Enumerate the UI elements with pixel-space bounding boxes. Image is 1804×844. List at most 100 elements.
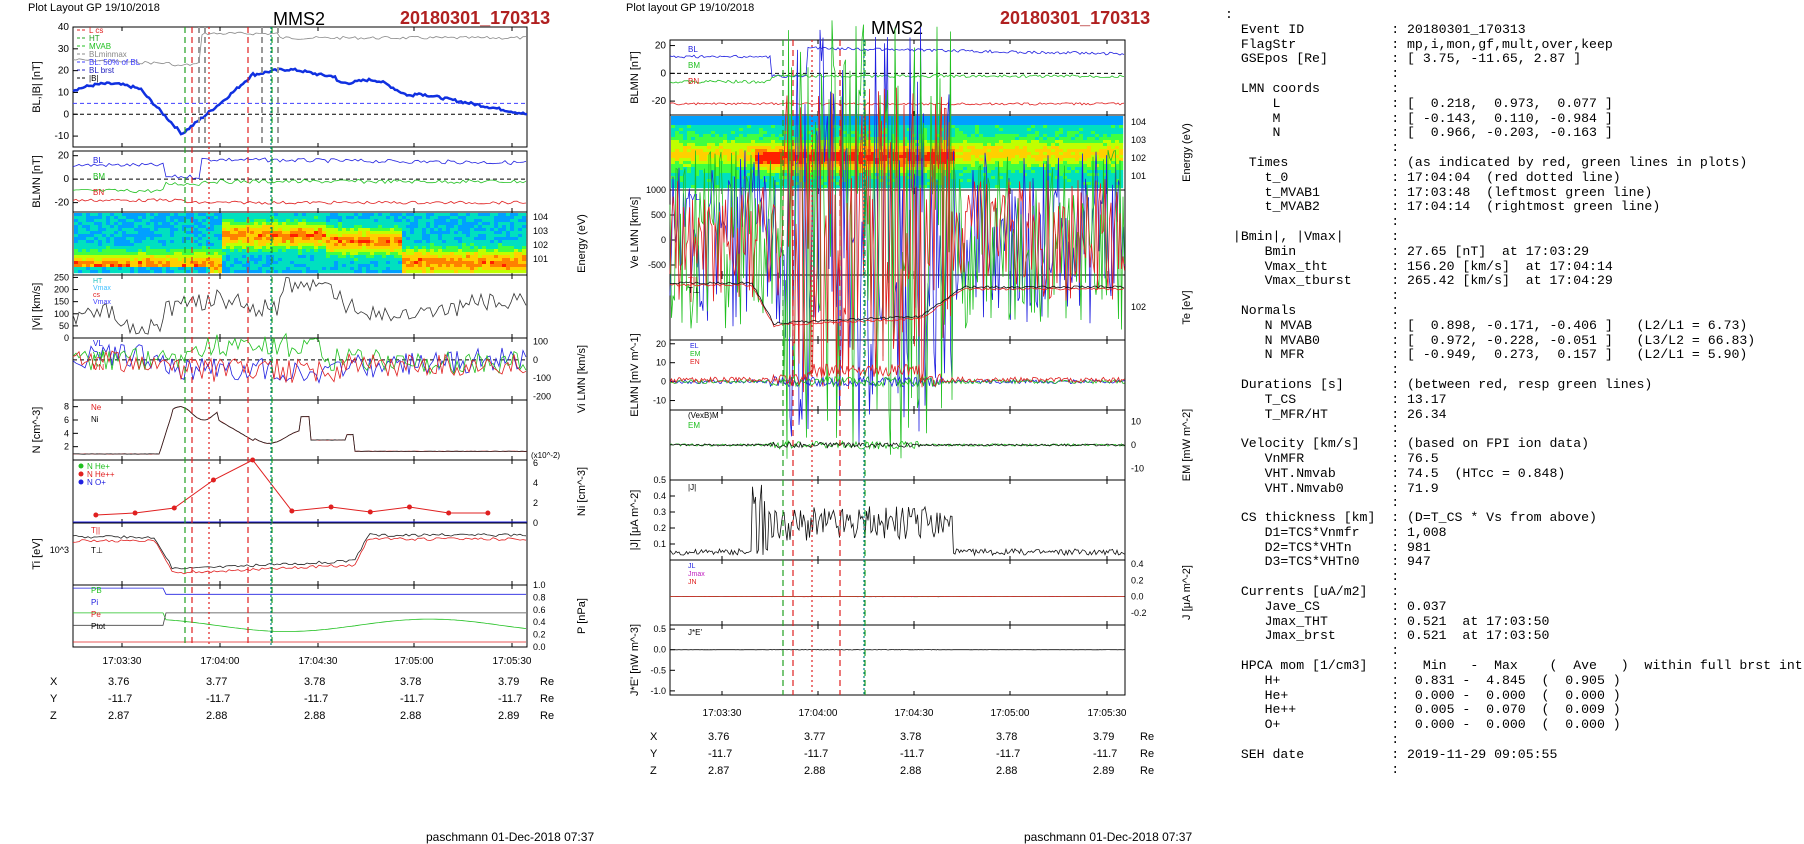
spectrogram-cell	[506, 231, 510, 234]
spectrogram-cell	[995, 131, 999, 134]
spectrogram-cell	[959, 146, 963, 149]
spectrogram-cell	[514, 255, 518, 258]
spectrogram-cell	[198, 246, 202, 249]
spectrogram-cell	[230, 261, 234, 264]
spectrogram-cell	[695, 140, 699, 143]
spectrogram-cell	[1055, 137, 1059, 140]
spectrogram-cell	[110, 213, 114, 216]
spectrogram-cell	[1039, 131, 1043, 134]
spectrogram-cell	[406, 255, 410, 258]
spectrogram-cell	[763, 158, 767, 161]
spectrogram-cell	[170, 216, 174, 219]
spectrogram-cell	[951, 125, 955, 128]
spectrogram-cell	[402, 216, 406, 219]
spectrogram-cell	[442, 255, 446, 258]
spectrogram-cell	[723, 164, 727, 167]
spectrogram-cell	[282, 225, 286, 228]
spectrogram-cell	[158, 264, 162, 267]
spectrogram-cell	[266, 246, 270, 249]
spectrogram-cell	[398, 222, 402, 225]
spectrogram-cell	[318, 249, 322, 252]
spectrogram-cell	[374, 270, 378, 273]
spectrogram-cell	[394, 222, 398, 225]
spectrogram-cell	[214, 270, 218, 273]
spectrogram-cell	[398, 267, 402, 270]
spectrogram-cell	[78, 258, 82, 261]
spectrogram-cell	[1019, 119, 1023, 122]
spectrogram-cell	[723, 140, 727, 143]
spectrogram-cell	[478, 264, 482, 267]
legend-label: BN	[93, 188, 104, 197]
spectrogram-cell	[699, 161, 703, 164]
spectrogram-cell	[739, 140, 743, 143]
spectrogram-cell	[687, 155, 691, 158]
spectrogram-cell	[1059, 128, 1063, 131]
spectrogram-cell	[398, 258, 402, 261]
spectrogram-cell	[406, 222, 410, 225]
spectrogram-cell	[727, 146, 731, 149]
spectrogram-cell	[422, 234, 426, 237]
spectrogram-cell	[450, 234, 454, 237]
spectrogram-cell	[767, 146, 771, 149]
spectrogram-cell	[370, 258, 374, 261]
spectrogram-cell	[146, 237, 150, 240]
spectrogram-cell	[290, 258, 294, 261]
data-point	[446, 511, 451, 516]
spectrogram-cell	[406, 246, 410, 249]
spectrogram-cell	[290, 252, 294, 255]
spectrogram-cell	[306, 228, 310, 231]
spectrogram-cell	[366, 258, 370, 261]
spectrogram-cell	[735, 140, 739, 143]
spectrogram-cell	[1015, 134, 1019, 137]
spectrogram-cell	[959, 122, 963, 125]
spectrogram-cell	[414, 216, 418, 219]
spectrogram-cell	[514, 222, 518, 225]
spectrogram-cell	[342, 213, 346, 216]
spectrogram-cell	[1051, 140, 1055, 143]
spectrogram-cell	[406, 213, 410, 216]
spectrogram-cell	[214, 264, 218, 267]
spectrogram-cell	[306, 270, 310, 273]
spectrogram-cell	[735, 125, 739, 128]
spectrogram-cell	[683, 146, 687, 149]
spectrogram-cell	[867, 176, 871, 179]
spectrogram-cell	[759, 155, 763, 158]
spectrogram-cell	[222, 237, 226, 240]
spectrogram-cell	[426, 240, 430, 243]
y-tick-label: 0.6	[533, 605, 546, 615]
spectrogram-cell	[306, 231, 310, 234]
spectrogram-cell	[510, 255, 514, 258]
spectrogram-cell	[390, 261, 394, 264]
spectrogram-cell	[963, 125, 967, 128]
spectrogram-cell	[759, 146, 763, 149]
spectrogram-cell	[330, 231, 334, 234]
spectrogram-cell	[414, 255, 418, 258]
spectrogram-cell	[398, 225, 402, 228]
spectrogram-cell	[174, 243, 178, 246]
spectrogram-cell	[735, 137, 739, 140]
spectrogram-cell	[462, 264, 466, 267]
spectrogram-cell	[418, 270, 422, 273]
spectrogram-cell	[94, 240, 98, 243]
spectrogram-cell	[454, 252, 458, 255]
spectrogram-cell	[362, 264, 366, 267]
spectrogram-cell	[422, 219, 426, 222]
spectrogram-cell	[494, 219, 498, 222]
spectrogram-cell	[510, 249, 514, 252]
spectrogram-cell	[178, 213, 182, 216]
spectrogram-cell	[170, 231, 174, 234]
spectrogram-cell	[422, 243, 426, 246]
spectrogram-cell	[318, 231, 322, 234]
spectrogram-cell	[158, 240, 162, 243]
spectrogram-cell	[959, 134, 963, 137]
spectrogram-cell	[210, 234, 214, 237]
spectrogram-cell	[362, 270, 366, 273]
spectrogram-cell	[362, 234, 366, 237]
spectrogram-cell	[222, 231, 226, 234]
spectrogram-cell	[262, 219, 266, 222]
spectrogram-cell	[474, 267, 478, 270]
spectrogram-cell	[691, 134, 695, 137]
spectrogram-cell	[294, 264, 298, 267]
spectrogram-cell	[82, 270, 86, 273]
spectrogram-cell	[362, 216, 366, 219]
